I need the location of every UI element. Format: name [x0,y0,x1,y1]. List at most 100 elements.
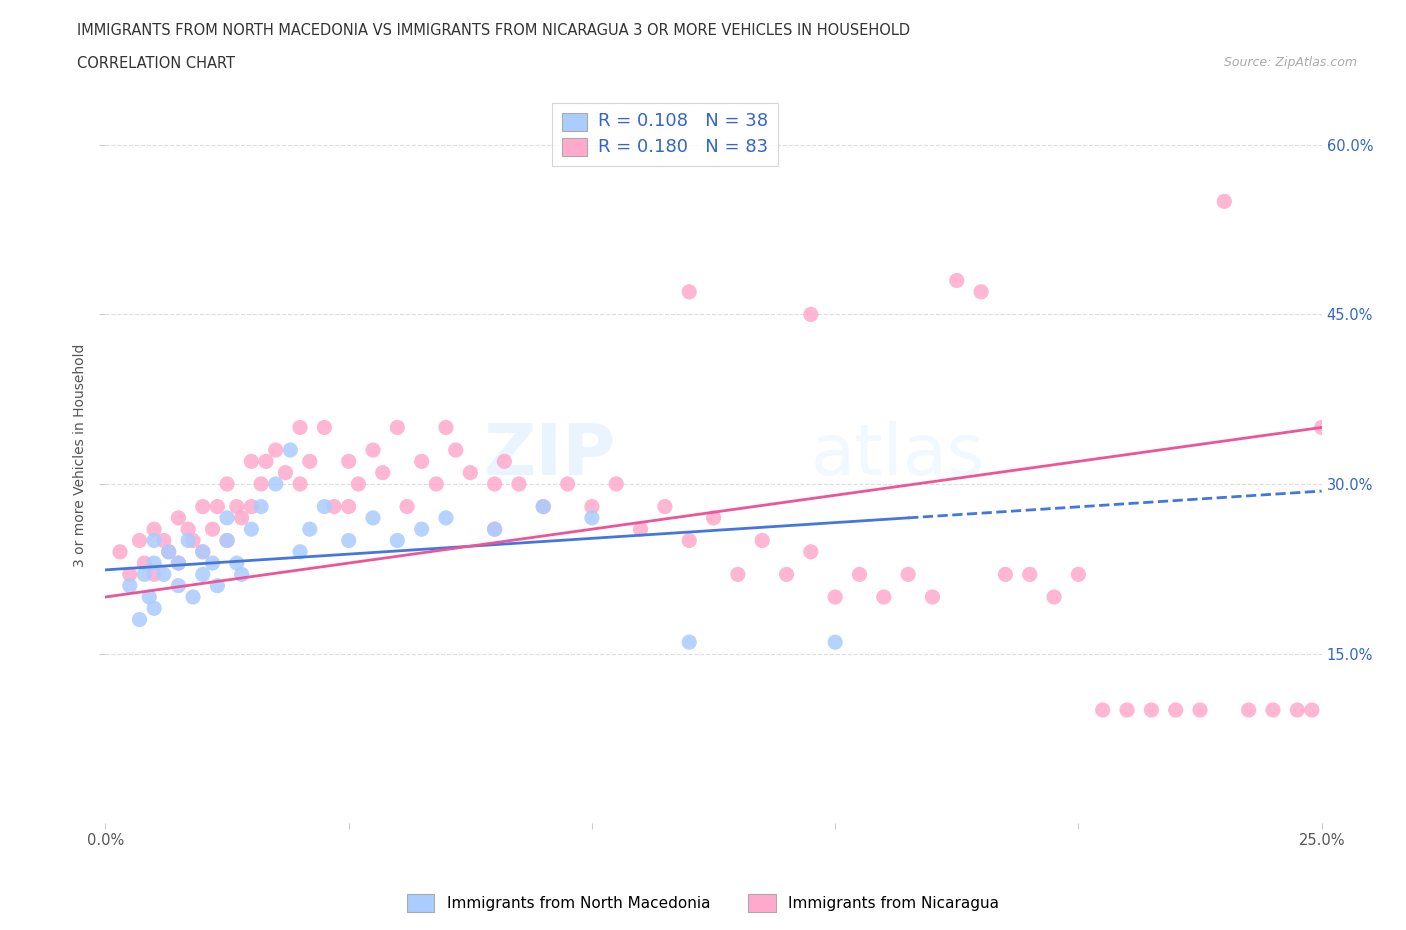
Point [824,635,846,650]
Y-axis label: 3 or more Vehicles in Household: 3 or more Vehicles in Household [73,344,87,567]
Point [207,499,229,514]
Point [1164,702,1187,717]
Point [177,533,200,548]
Point [157,544,180,559]
Point [630,522,652,537]
Point [411,454,433,469]
Text: IMMIGRANTS FROM NORTH MACEDONIA VS IMMIGRANTS FROM NICARAGUA 3 OR MORE VEHICLES : IMMIGRANTS FROM NORTH MACEDONIA VS IMMIG… [77,23,911,38]
Point [484,522,506,537]
Point [314,499,336,514]
Point [337,454,360,469]
Point [800,307,823,322]
Point [143,567,166,582]
Point [254,454,277,469]
Point [387,533,409,548]
Legend: Immigrants from North Macedonia, Immigrants from Nicaragua: Immigrants from North Macedonia, Immigra… [401,888,1005,918]
Point [143,522,166,537]
Point [217,476,239,491]
Point [264,476,287,491]
Point [288,476,311,491]
Point [128,533,150,548]
Point [531,499,554,514]
Point [1140,702,1163,717]
Point [1237,702,1260,717]
Point [444,443,467,458]
Point [1286,702,1309,717]
Point [1189,702,1212,717]
Point [751,533,773,548]
Point [167,511,190,525]
Point [387,420,409,435]
Point [191,544,214,559]
Point [138,590,160,604]
Point [921,590,943,604]
Point [1116,702,1139,717]
Point [531,499,554,514]
Point [153,567,176,582]
Point [314,420,336,435]
Point [1018,567,1040,582]
Point [118,578,141,593]
Point [217,511,239,525]
Point [678,635,700,650]
Point [970,285,993,299]
Point [134,555,156,570]
Point [274,465,297,480]
Point [727,567,749,582]
Point [411,522,433,537]
Point [108,544,131,559]
Point [371,465,394,480]
Point [153,533,176,548]
Point [128,612,150,627]
Point [484,476,506,491]
Point [897,567,920,582]
Point [134,567,156,582]
Point [167,555,190,570]
Point [118,567,141,582]
Point [323,499,346,514]
Point [1261,702,1284,717]
Point [288,420,311,435]
Point [361,511,384,525]
Point [347,476,370,491]
Point [654,499,676,514]
Point [225,555,247,570]
Point [143,601,166,616]
Point [298,522,321,537]
Point [298,454,321,469]
Point [1213,194,1236,209]
Point [240,454,263,469]
Point [217,533,239,548]
Point [508,476,530,491]
Point [143,555,166,570]
Text: ZIP: ZIP [484,421,616,490]
Point [177,522,200,537]
Point [167,555,190,570]
Legend: R = 0.108   N = 38, R = 0.180   N = 83: R = 0.108 N = 38, R = 0.180 N = 83 [553,102,778,166]
Point [945,273,967,288]
Point [157,544,180,559]
Point [434,420,457,435]
Point [337,533,360,548]
Point [873,590,896,604]
Point [143,533,166,548]
Point [396,499,419,514]
Point [702,511,725,525]
Point [217,533,239,548]
Point [240,522,263,537]
Point [181,533,204,548]
Point [605,476,627,491]
Point [994,567,1017,582]
Point [557,476,579,491]
Point [1301,702,1323,717]
Point [824,590,846,604]
Point [191,567,214,582]
Point [581,499,603,514]
Point [848,567,870,582]
Point [167,578,190,593]
Point [678,285,700,299]
Point [264,443,287,458]
Point [207,578,229,593]
Point [434,511,457,525]
Point [191,544,214,559]
